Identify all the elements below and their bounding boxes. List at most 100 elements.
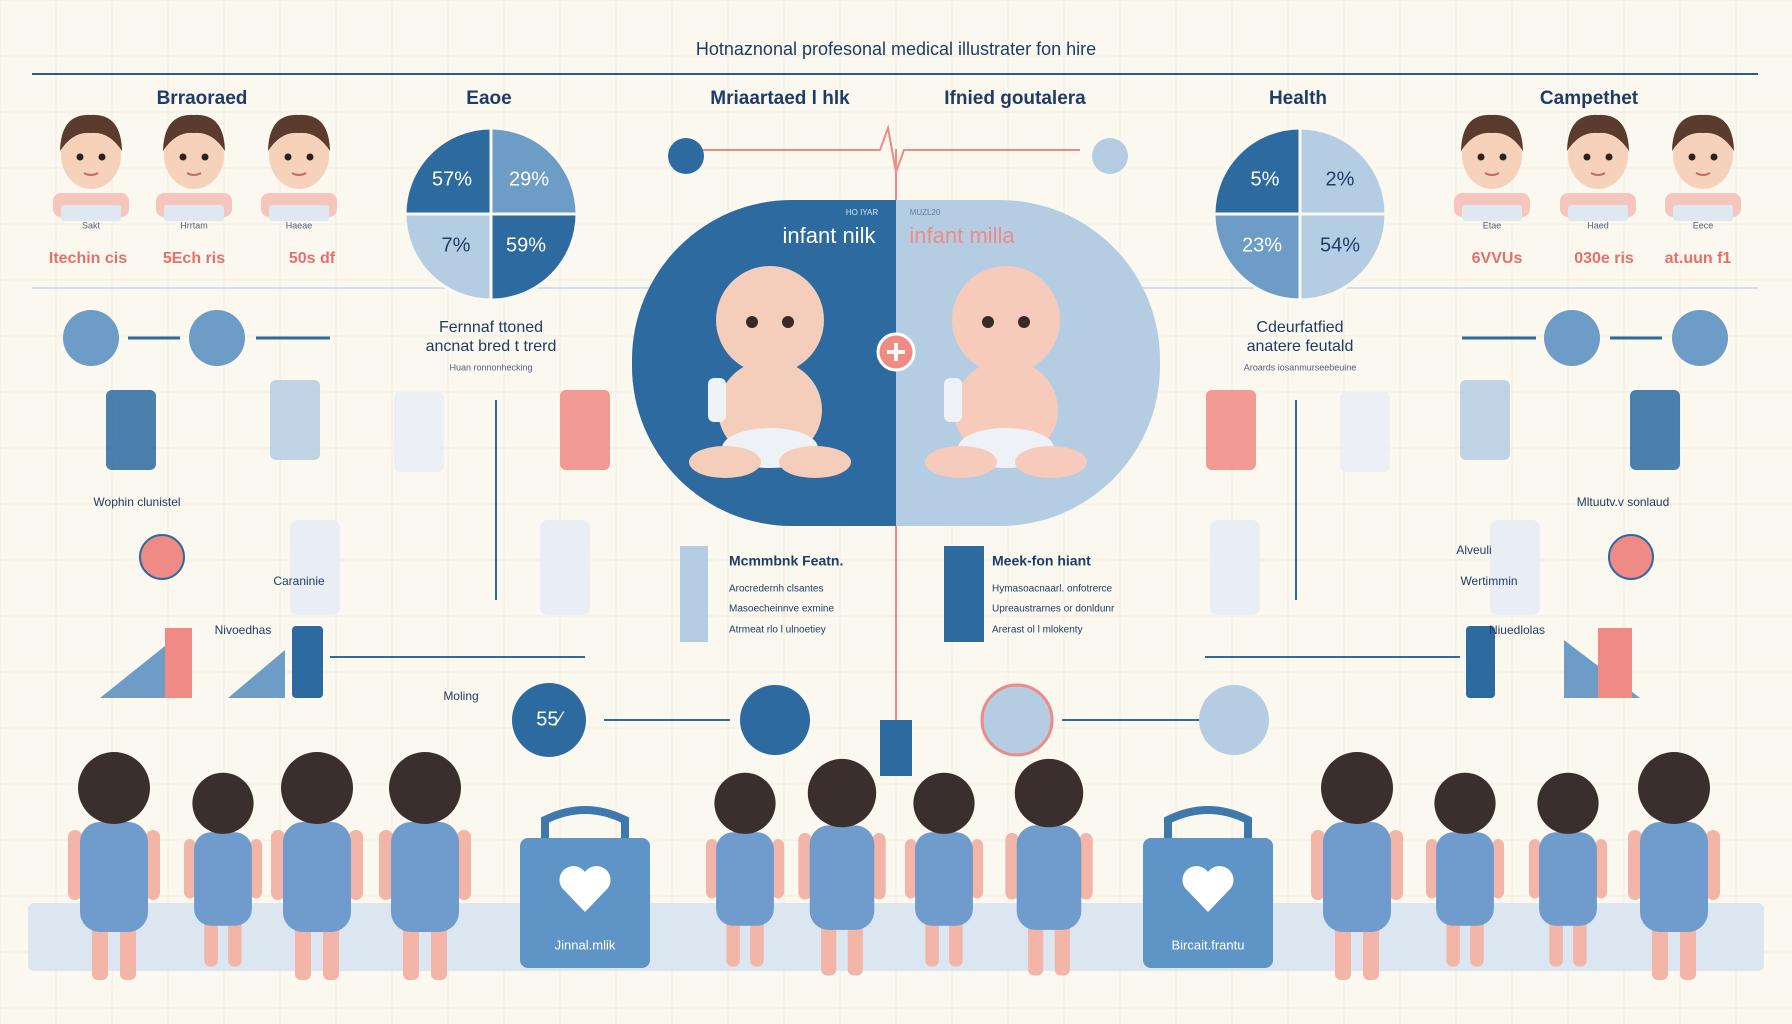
head	[1014, 758, 1084, 828]
device	[1630, 390, 1680, 470]
icon	[1672, 310, 1728, 366]
list-item: Upreaustrarnes or donldunr	[992, 604, 1115, 615]
head	[78, 752, 150, 824]
head	[1537, 772, 1599, 834]
eye	[1477, 153, 1485, 161]
column-header: Health	[1269, 88, 1327, 109]
eye	[1605, 153, 1613, 161]
eye	[746, 316, 758, 328]
bar-shape	[292, 626, 323, 698]
pie-quadrant	[1298, 126, 1388, 216]
profile-label: 030e ris	[1574, 250, 1634, 267]
pie-label: 7%	[442, 234, 471, 256]
eye	[179, 153, 187, 161]
leg	[228, 915, 242, 967]
icon-label: Caraninie	[273, 574, 325, 588]
hair	[1672, 114, 1734, 151]
note-line: anatere feutald	[1247, 338, 1354, 355]
leg	[295, 920, 311, 980]
arm	[872, 833, 886, 900]
pie-quadrant	[403, 126, 493, 216]
head	[1434, 772, 1496, 834]
face	[269, 121, 329, 189]
profile-tag: Sakt	[82, 220, 101, 230]
bodysuit	[1539, 832, 1597, 926]
mouth	[1484, 172, 1500, 176]
pie-label: 57%	[432, 168, 472, 190]
tag	[269, 205, 329, 221]
icon	[63, 310, 119, 366]
leg	[403, 920, 419, 980]
icon	[668, 138, 704, 174]
arm	[772, 839, 785, 899]
list-heading: Meek-fon hiant	[992, 553, 1091, 569]
eye	[1710, 153, 1718, 161]
profile-label: 5Ech ris	[163, 250, 225, 267]
hair	[1567, 114, 1629, 151]
pie-quadrant	[489, 126, 579, 216]
profile-tag: Haeae	[286, 220, 313, 230]
bar-shape	[165, 628, 192, 698]
icon-label: Wertimmin	[1460, 574, 1517, 588]
profile-label: 50s df	[289, 250, 336, 267]
tag	[1568, 205, 1628, 221]
icon	[980, 683, 1054, 757]
head	[389, 752, 461, 824]
bodysuit	[716, 832, 774, 926]
list-item: Atrmeat rlo l ulnoetiey	[729, 625, 826, 636]
head	[714, 772, 776, 834]
pie-quadrant	[403, 212, 493, 302]
leg	[1652, 920, 1668, 980]
leg	[949, 915, 963, 967]
bag-label: Bircait.frantu	[1172, 937, 1245, 952]
profile-label: at.uun f1	[1665, 250, 1732, 267]
bag-label: Jinnal.mlik	[555, 937, 616, 952]
profile-label: Itechin cis	[49, 250, 127, 267]
icon-label: Moling	[443, 689, 478, 703]
mouth	[1590, 172, 1606, 176]
pie-label: 29%	[509, 168, 549, 190]
device	[106, 390, 156, 470]
center-title: infant nilk	[783, 223, 877, 248]
device	[1460, 380, 1510, 460]
arm	[457, 830, 471, 900]
leg	[1680, 920, 1696, 980]
arm	[183, 839, 196, 899]
top-layer: 55⁄ Jinnal.mlik Bircait.frantu	[536, 708, 1244, 952]
note-line: ancnat bred t trerd	[426, 338, 557, 355]
bag-handle	[1164, 806, 1252, 845]
arm	[1528, 839, 1541, 899]
arm	[250, 839, 263, 899]
leg	[1015, 446, 1087, 478]
bodysuit	[809, 825, 875, 930]
foreground-layer	[28, 114, 1764, 980]
hair	[60, 114, 122, 151]
arm	[798, 833, 812, 900]
hair	[268, 114, 330, 151]
profile-tag: Etae	[1483, 220, 1502, 230]
hair	[163, 114, 225, 151]
leg	[431, 920, 447, 980]
pie-label: 54%	[1320, 234, 1360, 256]
leg	[847, 918, 863, 976]
note-line: Fernnaf ttoned	[439, 319, 543, 336]
eye	[1499, 153, 1507, 161]
baby-head	[716, 266, 824, 374]
leg	[1363, 920, 1379, 980]
bottle	[944, 378, 962, 422]
bodysuit	[283, 822, 351, 932]
eye	[782, 316, 794, 328]
arm	[379, 830, 393, 900]
bodysuit	[80, 822, 148, 932]
leg	[779, 446, 851, 478]
list-icon	[944, 546, 984, 642]
leg	[1470, 915, 1484, 967]
arm	[349, 830, 363, 900]
list-heading: Mcmmbnk Featn.	[729, 553, 843, 569]
leg	[1573, 915, 1587, 967]
device	[394, 392, 444, 472]
leg	[1054, 918, 1070, 976]
title: Hotnaznonal profesonal medical illustrat…	[696, 39, 1096, 59]
profile-label: 6VVUs	[1472, 250, 1523, 267]
arm	[705, 839, 718, 899]
